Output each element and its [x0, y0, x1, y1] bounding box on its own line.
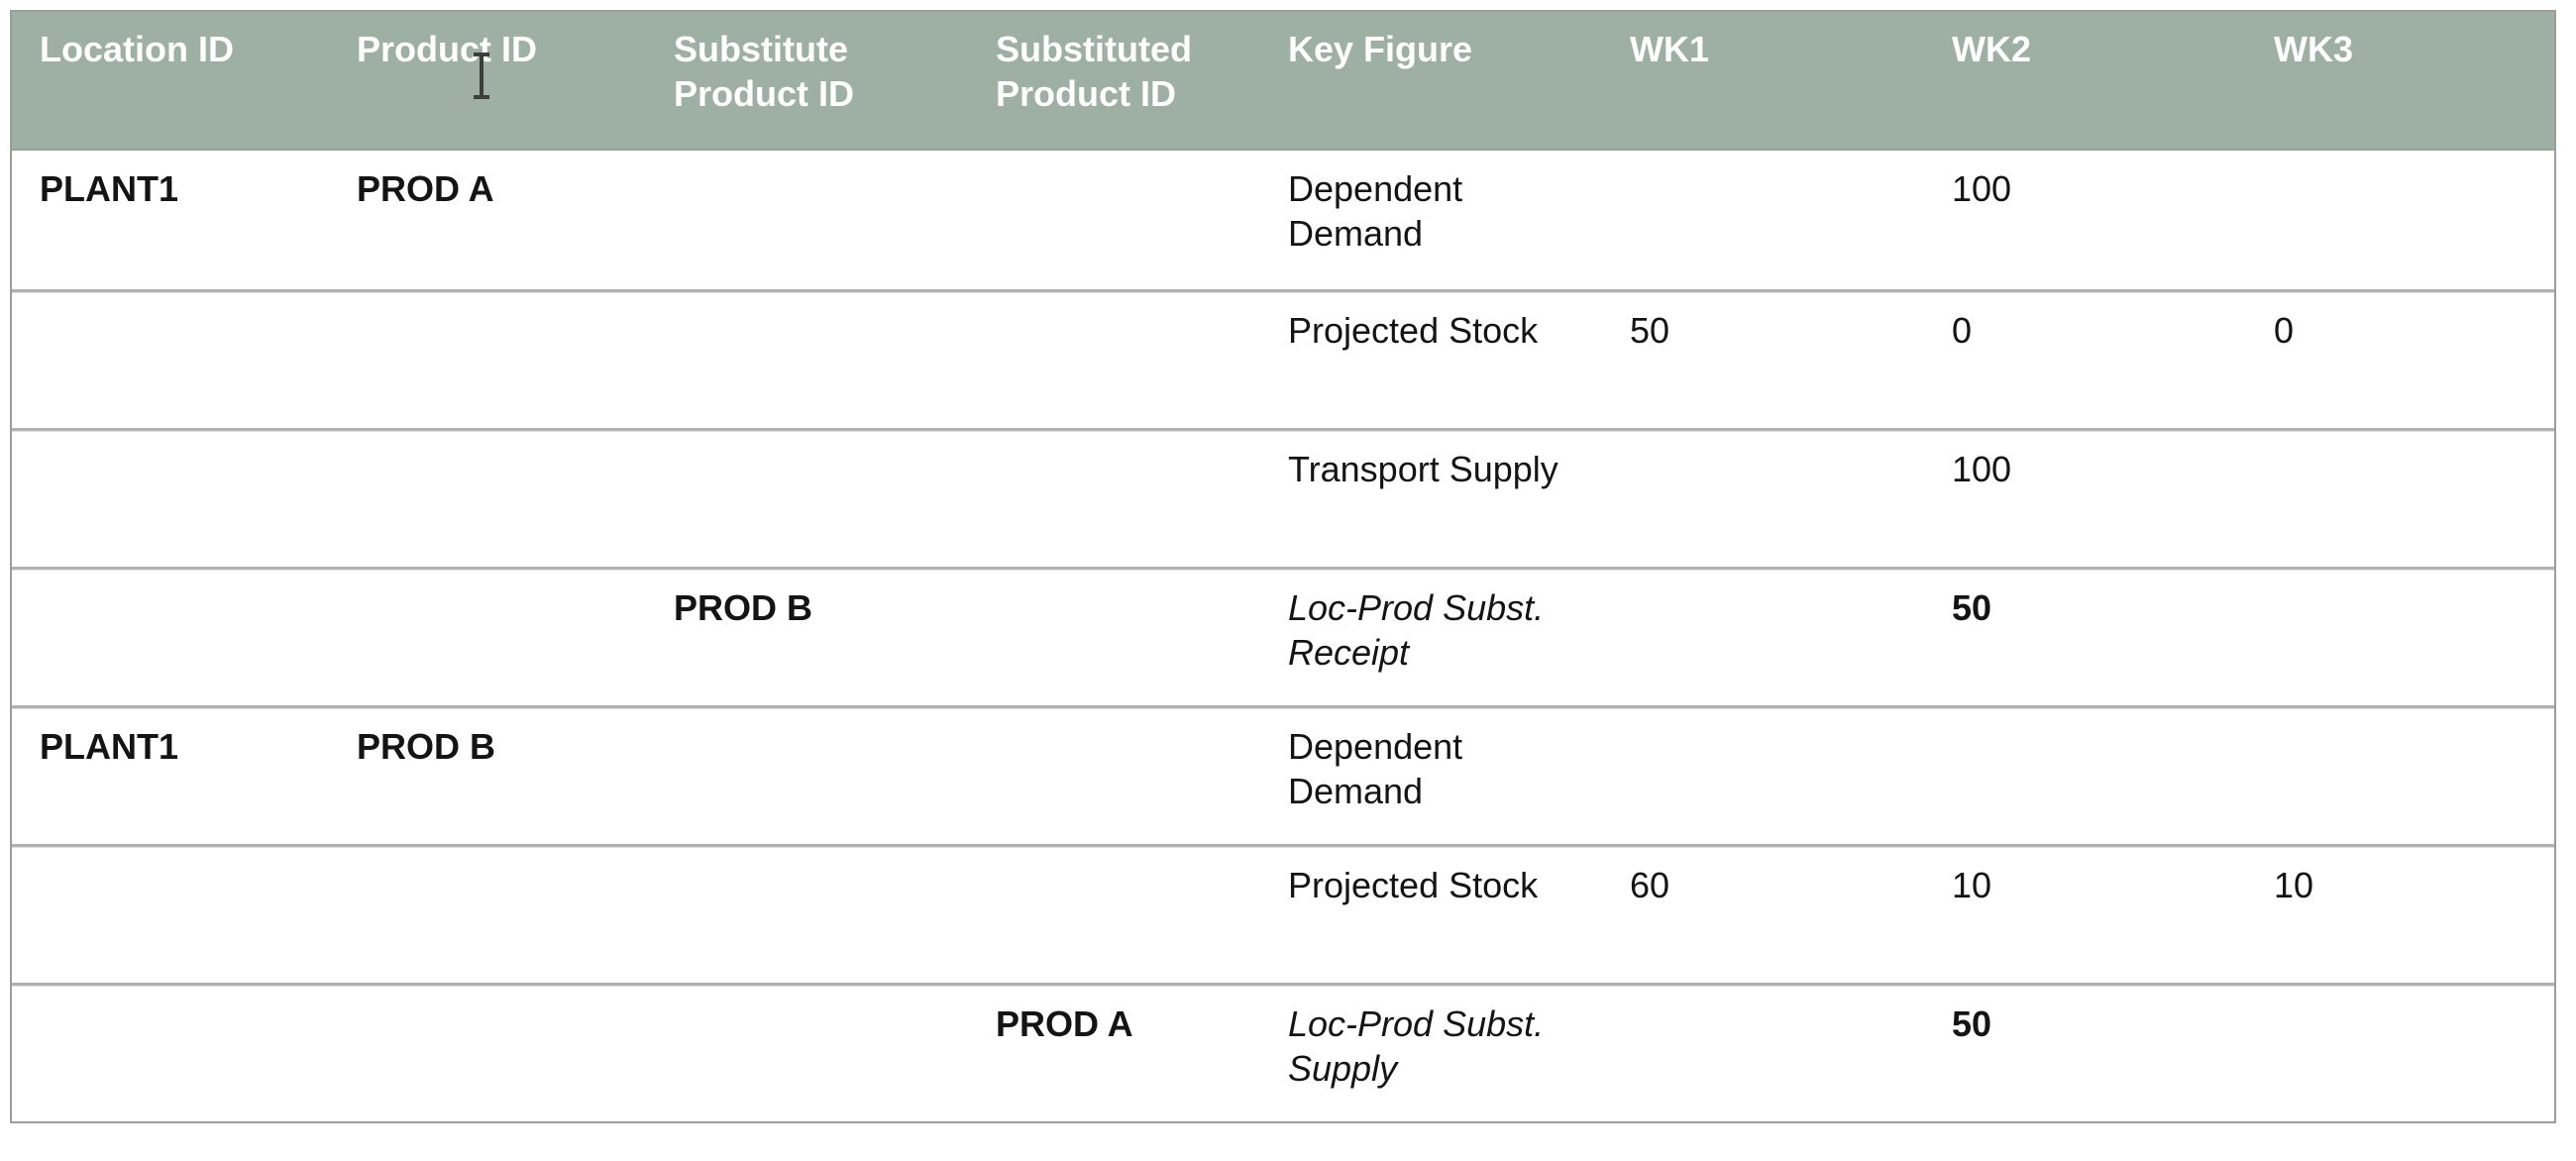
header-substituted-product-id[interactable]: Substituted Product ID — [996, 29, 1192, 114]
table-row: PLANT1 PROD B Dependent Demand — [12, 705, 2554, 844]
cell-wk1[interactable] — [1602, 570, 1924, 705]
cell-wk2[interactable]: 50 — [1952, 1003, 1992, 1044]
cell-substitute-product-id[interactable] — [646, 986, 968, 1121]
planning-table: Location ID Product ID Substitute Produc… — [10, 10, 2556, 1123]
cell-wk3[interactable] — [2246, 151, 2554, 289]
cell-key-figure[interactable]: Projected Stock — [1288, 310, 1539, 351]
cell-wk3[interactable]: 10 — [2274, 865, 2314, 905]
text-ibeam-cursor-icon — [470, 53, 493, 99]
cell-substitute-product-id[interactable] — [646, 292, 968, 428]
cell-product-id[interactable]: PROD B — [357, 726, 496, 767]
cell-substitute-product-id[interactable] — [646, 431, 968, 567]
cell-substituted-product-id[interactable] — [968, 292, 1260, 428]
cell-substitute-product-id[interactable] — [646, 847, 968, 983]
cell-key-figure[interactable]: Loc-Prod Subst. Supply — [1288, 1003, 1545, 1089]
cell-product-id[interactable] — [329, 570, 646, 705]
table-row: PLANT1 PROD A Dependent Demand 100 — [12, 151, 2554, 289]
table-row: PROD B Loc-Prod Subst. Receipt 50 — [12, 567, 2554, 705]
cell-wk2[interactable]: 100 — [1952, 449, 2012, 489]
cell-substituted-product-id[interactable] — [968, 847, 1260, 983]
header-substitute-product-id[interactable]: Substitute Product ID — [674, 29, 855, 114]
ibeam-bottom-serif — [474, 95, 489, 99]
cell-wk1[interactable] — [1602, 431, 1924, 567]
cell-location-id[interactable]: PLANT1 — [40, 168, 179, 209]
cell-wk2[interactable] — [1924, 708, 2246, 844]
cell-wk2[interactable]: 100 — [1952, 168, 2012, 209]
cell-location-id[interactable] — [12, 570, 329, 705]
cell-wk3[interactable] — [2246, 431, 2554, 567]
cell-wk3[interactable] — [2246, 708, 2554, 844]
table-row: Projected Stock 60 10 10 — [12, 844, 2554, 983]
cell-product-id[interactable] — [329, 292, 646, 428]
table-row: PROD A Loc-Prod Subst. Supply 50 — [12, 983, 2554, 1121]
cell-location-id[interactable] — [12, 292, 329, 428]
ibeam-stem — [480, 54, 483, 97]
cell-location-id[interactable]: PLANT1 — [40, 726, 179, 767]
cell-substituted-product-id[interactable]: PROD A — [996, 1003, 1133, 1044]
cell-wk1[interactable] — [1602, 708, 1924, 844]
cell-substituted-product-id[interactable] — [968, 570, 1260, 705]
cell-location-id[interactable] — [12, 986, 329, 1121]
cell-substituted-product-id[interactable] — [968, 151, 1260, 289]
cell-location-id[interactable] — [12, 847, 329, 983]
cell-product-id[interactable] — [329, 431, 646, 567]
cell-wk1[interactable] — [1602, 151, 1924, 289]
table-row: Transport Supply 100 — [12, 428, 2554, 567]
cell-substituted-product-id[interactable] — [968, 431, 1260, 567]
cell-product-id[interactable] — [329, 847, 646, 983]
header-location-id[interactable]: Location ID — [40, 29, 234, 69]
cell-substituted-product-id[interactable] — [968, 708, 1260, 844]
cell-substitute-product-id[interactable] — [646, 708, 968, 844]
cell-key-figure[interactable]: Transport Supply — [1288, 449, 1558, 489]
cell-wk1[interactable] — [1602, 986, 1924, 1121]
cell-product-id[interactable] — [329, 986, 646, 1121]
header-wk1[interactable]: WK1 — [1630, 29, 1709, 69]
table-row: Projected Stock 50 0 0 — [12, 289, 2554, 428]
cell-product-id[interactable]: PROD A — [357, 168, 494, 209]
cell-key-figure[interactable]: Dependent Demand — [1288, 168, 1463, 254]
header-product-id[interactable]: Product ID — [357, 29, 538, 69]
cell-key-figure[interactable]: Loc-Prod Subst. Receipt — [1288, 587, 1545, 673]
cell-wk2[interactable]: 10 — [1952, 865, 1992, 905]
cell-substitute-product-id[interactable] — [646, 151, 968, 289]
header-key-figure[interactable]: Key Figure — [1288, 29, 1473, 69]
cell-key-figure[interactable]: Dependent Demand — [1288, 726, 1463, 811]
table-header-row: Location ID Product ID Substitute Produc… — [12, 12, 2554, 151]
cell-wk1[interactable]: 60 — [1630, 865, 1670, 905]
header-wk3[interactable]: WK3 — [2274, 29, 2353, 69]
cell-wk3[interactable] — [2246, 570, 2554, 705]
cell-location-id[interactable] — [12, 431, 329, 567]
header-wk2[interactable]: WK2 — [1952, 29, 2031, 69]
cell-wk3[interactable]: 0 — [2274, 310, 2295, 351]
cell-wk3[interactable] — [2246, 986, 2554, 1121]
cell-key-figure[interactable]: Projected Stock — [1288, 865, 1539, 905]
cell-substitute-product-id[interactable]: PROD B — [674, 587, 813, 628]
cell-wk1[interactable]: 50 — [1630, 310, 1670, 351]
cell-wk2[interactable]: 50 — [1952, 587, 1992, 628]
cell-wk2[interactable]: 0 — [1952, 310, 1973, 351]
